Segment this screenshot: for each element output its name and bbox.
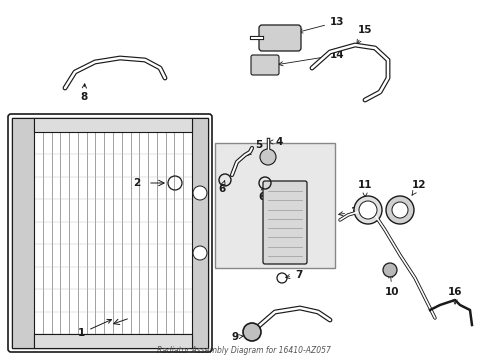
Bar [34, 118, 192, 132]
Bar [12, 118, 34, 348]
Text: 7: 7 [285, 270, 302, 280]
Circle shape [353, 196, 381, 224]
FancyBboxPatch shape [263, 181, 306, 264]
Text: Radiator Assembly Diagram for 16410-AZ057: Radiator Assembly Diagram for 16410-AZ05… [157, 346, 330, 355]
Text: 9: 9 [231, 332, 243, 342]
Circle shape [193, 186, 206, 200]
Text: 6: 6 [258, 186, 264, 202]
Text: 1: 1 [78, 319, 111, 338]
Text: 5: 5 [246, 140, 262, 156]
FancyBboxPatch shape [250, 55, 279, 75]
Text: 16: 16 [447, 287, 462, 304]
Circle shape [260, 149, 275, 165]
Text: 8: 8 [80, 84, 87, 102]
Circle shape [358, 201, 376, 219]
Bar [34, 334, 192, 348]
Circle shape [385, 196, 413, 224]
Text: 6: 6 [218, 181, 225, 194]
Text: 2: 2 [132, 178, 140, 188]
Bar [12, 118, 207, 348]
Circle shape [382, 263, 396, 277]
Text: 11: 11 [357, 180, 372, 197]
Text: 12: 12 [411, 180, 426, 195]
Text: 15: 15 [356, 25, 372, 44]
Circle shape [193, 246, 206, 260]
FancyBboxPatch shape [259, 25, 301, 51]
Text: 3: 3 [338, 207, 357, 217]
Text: 4: 4 [268, 137, 282, 147]
Text: 13: 13 [298, 17, 344, 33]
Bar [192, 118, 207, 348]
Bar [215, 143, 334, 268]
Text: 10: 10 [384, 274, 399, 297]
Circle shape [391, 202, 407, 218]
Text: 14: 14 [278, 50, 344, 66]
Circle shape [243, 323, 261, 341]
